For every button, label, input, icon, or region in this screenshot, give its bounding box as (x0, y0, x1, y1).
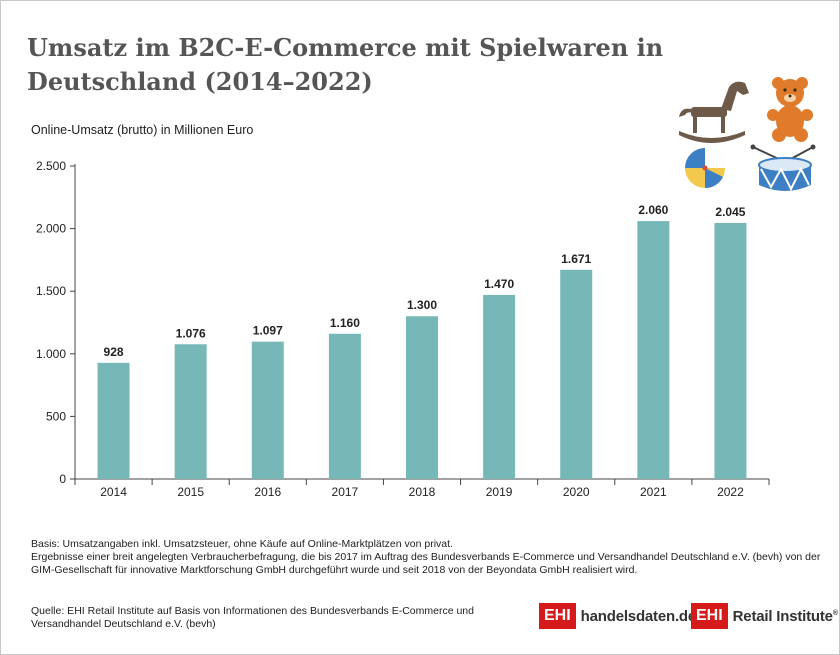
x-tick-label: 2021 (640, 485, 667, 499)
rocking-horse-icon (679, 81, 749, 143)
y-tick-label: 500 (46, 409, 66, 423)
logo-handelsdaten-box: EHI (539, 603, 576, 629)
bar-value-label: 1.470 (484, 277, 514, 291)
bar (97, 362, 130, 479)
bar (406, 316, 438, 479)
bar-value-label: 2.060 (638, 203, 668, 217)
logo-retail-institute-text: Retail Institute® (733, 608, 838, 625)
x-tick-label: 2019 (486, 485, 513, 499)
bar-value-label: 2.045 (715, 205, 745, 219)
bar-value-label: 1.076 (176, 326, 206, 340)
logo-handelsdaten: EHI handelsdaten.de (539, 603, 696, 629)
bar (328, 333, 361, 479)
drum-icon (750, 144, 816, 192)
logo-retail-institute-box: EHI (691, 603, 728, 629)
logo-retail-institute-name: Retail Institute (732, 607, 833, 625)
bar (483, 294, 516, 479)
bar (251, 341, 284, 479)
x-tick-label: 2022 (717, 485, 744, 499)
y-tick-label: 2.000 (36, 222, 66, 236)
chart-title: Umsatz im B2C-E-Commerce mit Spielwaren … (27, 33, 664, 96)
bar-chart: 0 500 1.000 1.500 2.000 2.500 928 2014 1.076 2015… (36, 159, 770, 499)
x-tick-label: 2017 (332, 485, 359, 499)
y-axis-label: Online-Umsatz (brutto) in Millionen Euro (31, 123, 254, 137)
bar-value-label: 1.300 (407, 298, 437, 312)
x-tick-label: 2014 (100, 485, 127, 499)
y-tick-label: 1.500 (36, 284, 66, 298)
y-tick-label: 2.500 (36, 159, 66, 173)
bar-value-label: 1.097 (253, 324, 283, 338)
y-tick-label: 0 (59, 472, 66, 486)
bar (714, 222, 747, 479)
x-tick-label: 2016 (254, 485, 281, 499)
bar-value-label: 1.160 (330, 316, 360, 330)
x-tick-label: 2018 (409, 485, 436, 499)
bar (174, 344, 207, 479)
footnotes: Basis: Umsatzangaben inkl. Umsatzsteuer,… (31, 538, 821, 577)
bar (560, 269, 593, 479)
bar (637, 221, 670, 479)
x-tick-label: 2020 (563, 485, 590, 499)
bar-value-label: 928 (104, 345, 124, 359)
y-tick-label: 1.000 (36, 347, 66, 361)
footnote-method: Ergebnisse einer breit angelegten Verbra… (31, 551, 821, 576)
logo-handelsdaten-text: handelsdaten.de (580, 607, 697, 625)
footnote-basis: Basis: Umsatzangaben inkl. Umsatzsteuer,… (31, 538, 453, 550)
source-note: Quelle: EHI Retail Institute auf Basis v… (31, 605, 474, 630)
toy-icons (679, 77, 816, 192)
x-tick-label: 2015 (177, 485, 204, 499)
registered-mark: ® (832, 609, 838, 617)
teddy-bear-icon (767, 77, 813, 142)
bar-value-label: 1.671 (561, 252, 591, 266)
beach-ball-icon (685, 148, 725, 189)
logo-retail-institute: EHI Retail Institute® (691, 603, 838, 629)
